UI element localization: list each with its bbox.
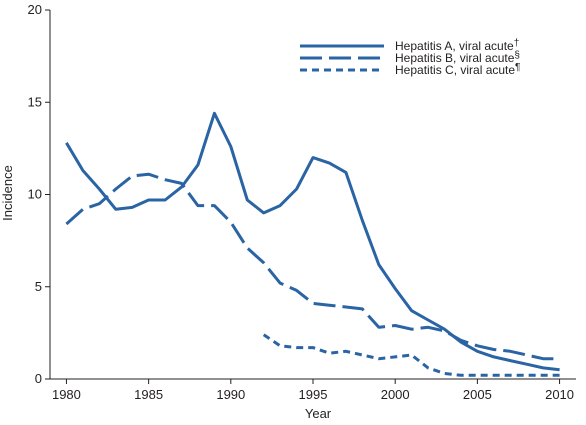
legend-label-1: Hepatitis A, viral acute† [395, 38, 519, 53]
series-line-2 [65, 172, 560, 361]
legend-label-2: Hepatitis B, viral acute§ [395, 50, 520, 65]
x-axis-title: Year [305, 406, 332, 421]
series-line-1 [65, 111, 560, 372]
tick-labels: 0 5 10 15 20 1980 1985 1990 1995 2000 2005 2010 [28, 2, 574, 402]
axes [45, 9, 576, 384]
data-series [65, 111, 560, 377]
y-tick-label: 5 [35, 279, 42, 294]
y-tick-label: 20 [28, 2, 42, 17]
x-tick-label: 1985 [134, 387, 163, 402]
x-tick-label: 1980 [52, 387, 81, 402]
series-line-3 [262, 333, 560, 377]
x-tick-label: 2000 [381, 387, 410, 402]
legend: Hepatitis A, viral acute†Hepatitis B, vi… [300, 38, 520, 77]
y-tick-label: 0 [35, 371, 42, 386]
y-tick-label: 15 [28, 94, 42, 109]
x-tick-label: 2010 [545, 387, 574, 402]
x-tick-label: 1990 [216, 387, 245, 402]
x-tick-label: 2005 [463, 387, 492, 402]
legend-label-3: Hepatitis C, viral acute¶ [395, 62, 520, 77]
y-axis-title: Incidence [0, 165, 15, 221]
x-tick-label: 1995 [299, 387, 328, 402]
y-tick-label: 10 [28, 187, 42, 202]
